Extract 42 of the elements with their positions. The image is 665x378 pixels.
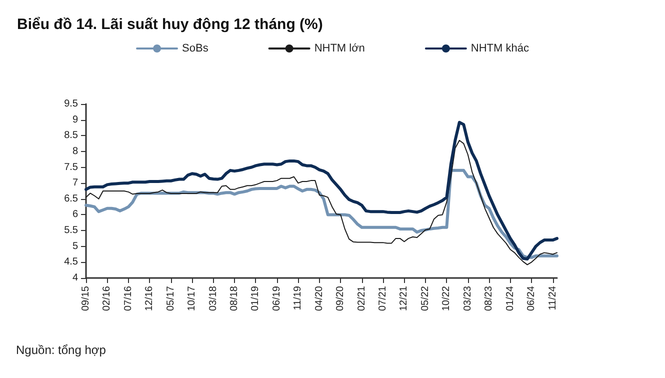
x-tick-label: 08/18 xyxy=(229,286,240,312)
y-tick-label: 5.5 xyxy=(64,225,78,236)
x-tick-label: 10/22 xyxy=(441,286,452,312)
x-tick-label: 12/21 xyxy=(398,286,410,312)
x-tick-label: 06/19 xyxy=(271,286,282,312)
x-tick-label: 09/20 xyxy=(335,286,346,312)
x-tick-label: 02/16 xyxy=(102,286,113,312)
line-series xyxy=(84,120,558,261)
legend-label: NHTM lớn xyxy=(314,42,365,54)
y-tick-label: 5 xyxy=(72,240,78,252)
x-tick-label: 12/16 xyxy=(144,286,156,312)
y-tick-label: 9 xyxy=(72,114,78,126)
text: Nguồn: tổng hợp xyxy=(16,343,106,357)
y-tick-label: 4 xyxy=(72,272,78,284)
x-tick-label: 05/17 xyxy=(165,286,176,312)
y-tick-label: 9.5 xyxy=(64,98,78,110)
legend-label: SoBs xyxy=(182,42,209,54)
x-tick-label: 06/24 xyxy=(526,286,538,312)
x-tick-label: 07/16 xyxy=(122,286,134,312)
y-tick-label: 8 xyxy=(72,146,78,157)
legend-label: NHTM khác xyxy=(470,42,530,54)
x-tick-label: 11/24 xyxy=(547,286,558,310)
y-tick-label: 4.5 xyxy=(64,256,78,268)
x-tick-label: 01/19 xyxy=(250,286,262,312)
x-tick-label: 02/21 xyxy=(356,286,368,312)
x-tick-label: 05/22 xyxy=(420,286,431,312)
x-tick-label: 03/23 xyxy=(462,286,474,312)
y-tick-label: 6 xyxy=(72,209,78,220)
x-tick-label: 09/15 xyxy=(80,286,92,312)
y-tick-label: 7 xyxy=(72,178,78,189)
x-tick-label: 07/21 xyxy=(378,286,389,312)
y-tick-label: 8.5 xyxy=(64,130,78,142)
x-tick-label: 08/23 xyxy=(484,286,495,312)
y-tick-label: 6.5 xyxy=(64,193,78,204)
y-tick-label: 7.5 xyxy=(64,162,78,173)
x-tick-label: 10/17 xyxy=(186,286,198,312)
x-tick-label: 01/24 xyxy=(504,286,516,312)
x-tick-label: 04/20 xyxy=(314,286,325,312)
chart-title: Biểu đồ 14. Lãi suất huy động 12 tháng (%) xyxy=(17,16,323,33)
line-series xyxy=(86,140,558,266)
x-tick-label: 03/18 xyxy=(208,286,219,312)
x-tick-label: 11/19 xyxy=(292,286,304,310)
